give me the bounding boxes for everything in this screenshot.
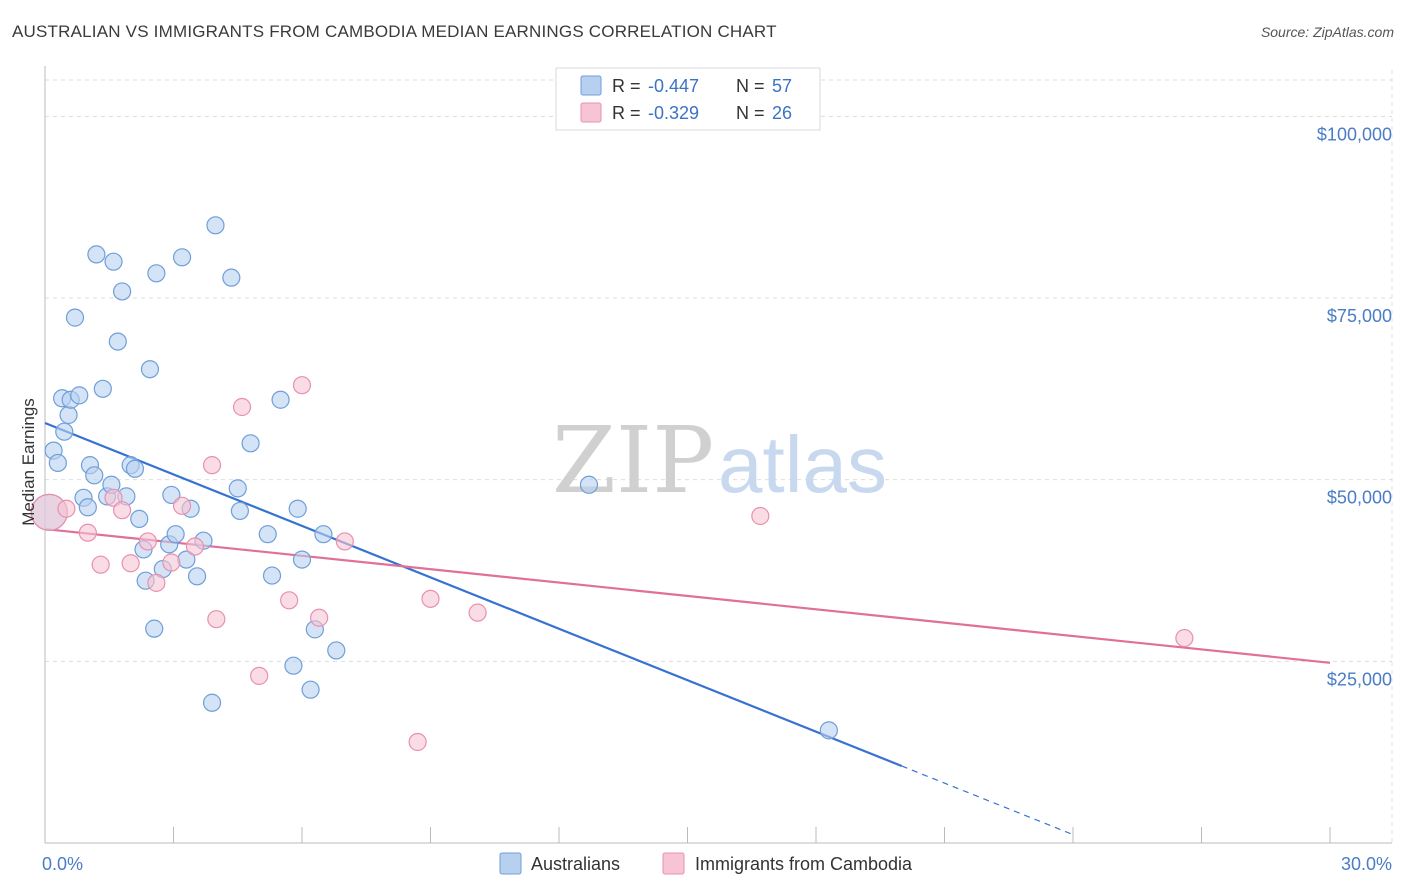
point-australians-27: [145, 619, 164, 638]
y-tick-label-0: $25,000: [1327, 669, 1392, 689]
point-australians-43: [241, 434, 260, 453]
point-australians-48: [288, 499, 307, 518]
point-cambodia-17: [292, 376, 312, 395]
point-australians-13: [87, 245, 106, 264]
legend-r-label-1: R =: [612, 76, 641, 96]
point-australians-19: [112, 282, 132, 301]
x-tick-labels: 0.0% 30.0%: [42, 854, 1392, 874]
watermark-atlas-text: atlas: [718, 420, 887, 509]
point-australians-55: [819, 721, 838, 740]
point-australians-46: [271, 390, 290, 409]
x-tick-label-end: 30.0%: [1341, 854, 1392, 874]
y-tick-labels: $25,000 $50,000 $75,000 $100,000: [1317, 124, 1392, 689]
point-cambodia-18: [310, 608, 329, 627]
x-tick-label-start: 0.0%: [42, 854, 83, 874]
point-australians-33: [172, 248, 192, 267]
point-australians-39: [206, 216, 225, 235]
point-australians-42: [230, 501, 249, 521]
legend-bottom-swatch-australians: [499, 852, 522, 875]
y-tick-label-3: $100,000: [1317, 124, 1392, 144]
point-cambodia-21: [421, 589, 440, 608]
legend-n-label-1: N =: [736, 76, 765, 96]
point-cambodia-24: [1175, 628, 1194, 648]
point-cambodia-2: [78, 523, 97, 542]
point-australians-38: [202, 693, 222, 712]
point-australians-4: [55, 422, 74, 441]
point-australians-32: [166, 525, 185, 544]
point-australians-52: [314, 525, 333, 544]
point-australians-54: [579, 475, 599, 494]
correlation-legend: R = -0.447 N = 57 R = -0.329 N = 26: [555, 67, 821, 131]
point-cambodia-6: [121, 554, 140, 573]
legend-r-value-2: -0.329: [648, 103, 699, 123]
point-cambodia-12: [202, 456, 222, 475]
point-australians-14: [93, 379, 112, 398]
point-australians-2: [48, 453, 67, 473]
point-cambodia-5: [112, 501, 132, 520]
point-cambodia-11: [185, 537, 205, 556]
point-australians-10: [78, 498, 97, 517]
point-australians-45: [262, 566, 282, 585]
data-points: [30, 216, 1194, 752]
chart-title: AUSTRALIAN VS IMMIGRANTS FROM CAMBODIA M…: [12, 22, 777, 41]
point-australians-26: [140, 360, 160, 379]
point-cambodia-15: [250, 666, 269, 685]
point-australians-18: [108, 332, 127, 351]
y-tick-label-2: $75,000: [1327, 306, 1392, 326]
trend-line-australians: [44, 421, 903, 767]
point-cambodia-7: [138, 532, 157, 551]
watermark: ZIP atlas: [552, 407, 887, 514]
point-cambodia-16: [280, 591, 299, 610]
point-cambodia-13: [207, 610, 226, 629]
legend-n-label-2: N =: [736, 103, 765, 123]
point-cambodia-4: [104, 488, 123, 507]
point-australians-12: [85, 466, 104, 485]
watermark-zip-text: ZIP: [552, 407, 714, 514]
point-australians-28: [147, 264, 166, 283]
point-cambodia-9: [162, 553, 181, 572]
point-cambodia-14: [232, 397, 252, 417]
point-australians-36: [187, 567, 207, 586]
point-australians-41: [228, 479, 247, 498]
point-australians-22: [125, 459, 145, 478]
legend-bottom-label-australians: Australians: [531, 854, 620, 874]
legend-swatch-australians: [580, 75, 602, 96]
point-cambodia-20: [408, 732, 427, 752]
point-australians-53: [327, 641, 346, 660]
point-australians-17: [104, 252, 123, 271]
point-cambodia-22: [468, 603, 487, 622]
point-cambodia-8: [147, 573, 166, 592]
legend-n-value-1: 57: [772, 76, 792, 96]
point-australians-7: [65, 308, 85, 327]
trend-line-cambodia: [44, 527, 1331, 664]
trend-lines: [44, 421, 1331, 836]
trend-line-extension-australians: [901, 765, 1074, 836]
point-australians-31: [162, 485, 181, 505]
point-australians-23: [130, 509, 149, 529]
point-cambodia-1: [57, 499, 76, 518]
chart-source: Source: ZipAtlas.com: [1260, 24, 1394, 40]
point-cambodia-23: [751, 506, 770, 526]
legend-r-label-2: R =: [612, 103, 641, 123]
point-australians-49: [292, 550, 312, 569]
point-australians-47: [284, 656, 303, 675]
series-legend: Australians Immigrants from Cambodia: [499, 852, 913, 875]
point-australians-8: [70, 386, 89, 405]
legend-r-value-1: -0.447: [648, 76, 699, 96]
legend-bottom-swatch-cambodia: [662, 852, 685, 875]
point-australians-5: [59, 405, 78, 425]
point-cambodia-3: [91, 555, 110, 574]
y-tick-label-1: $50,000: [1327, 488, 1392, 508]
legend-bottom-label-cambodia: Immigrants from Cambodia: [695, 854, 913, 874]
y-axis-label: Median Earnings: [19, 398, 38, 526]
point-australians-44: [258, 525, 277, 544]
legend-swatch-cambodia: [580, 102, 602, 123]
point-australians-50: [301, 680, 320, 699]
point-cambodia-19: [335, 532, 354, 551]
axes: [44, 66, 1392, 844]
point-australians-40: [222, 268, 241, 287]
legend-n-value-2: 26: [772, 103, 792, 123]
point-cambodia-10: [172, 496, 192, 515]
